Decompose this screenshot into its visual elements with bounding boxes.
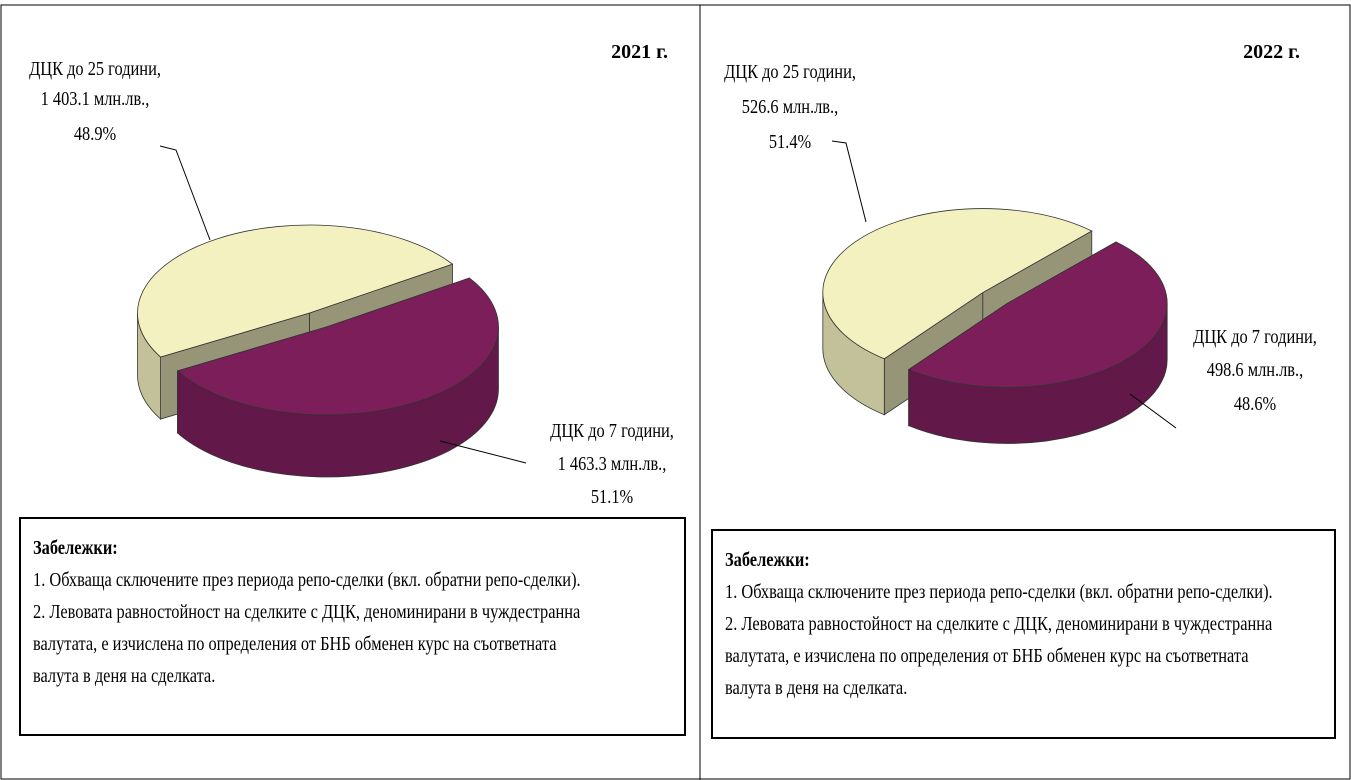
note-line: валутата, е изчислена по определения от … [725, 645, 1249, 667]
data-label: 51.4% [769, 131, 811, 153]
slice-top [176, 277, 499, 416]
slice-top [907, 241, 1168, 388]
notes-title: Забележки: [725, 549, 810, 571]
data-label: 1 403.1 млн.лв., [41, 88, 150, 110]
note-line: 1. Обхваща сключените през периода репо-… [33, 569, 581, 592]
data-label: 526.6 млн.лв., [742, 96, 838, 118]
slice-top [137, 224, 454, 358]
leader-line [159, 145, 211, 241]
leader-line [439, 440, 527, 464]
data-label: ДЦК до 25 години, [29, 58, 161, 80]
notes-box [711, 529, 1336, 739]
data-label: 1 463.3 млн.лв., [558, 453, 667, 475]
data-label: ДЦК до 7 години, [1193, 326, 1317, 348]
note-line: валута в деня на сделката. [725, 677, 907, 699]
outer-border [0, 4, 1351, 780]
chart-title: 2021 г. [611, 41, 668, 63]
data-label: 498.6 млн.лв., [1207, 359, 1303, 381]
pie-slice [907, 241, 1168, 444]
data-label: ДЦК до 7 години, [550, 420, 674, 442]
notes-title: Забележки: [33, 537, 118, 559]
note-line: 1. Обхваща сключените през периода репо-… [725, 581, 1273, 604]
data-label: 48.6% [1234, 393, 1276, 415]
pie-slice [176, 277, 499, 478]
note-line: 2. Левовата равностойност на сделките с … [33, 601, 580, 623]
note-line: валутата, е изчислена по определения от … [33, 633, 557, 655]
leader-line [1129, 393, 1177, 429]
data-label: ДЦК до 25 години, [724, 61, 856, 83]
note-line: валута в деня на сделката. [33, 665, 215, 687]
data-label: 48.9% [74, 123, 116, 145]
notes-box [19, 517, 686, 736]
chart-title: 2022 г. [1243, 41, 1300, 63]
slice-top [822, 208, 1093, 360]
note-line: 2. Левовата равностойност на сделките с … [725, 613, 1272, 635]
data-label: 51.1% [591, 486, 633, 508]
leader-line [831, 140, 867, 223]
